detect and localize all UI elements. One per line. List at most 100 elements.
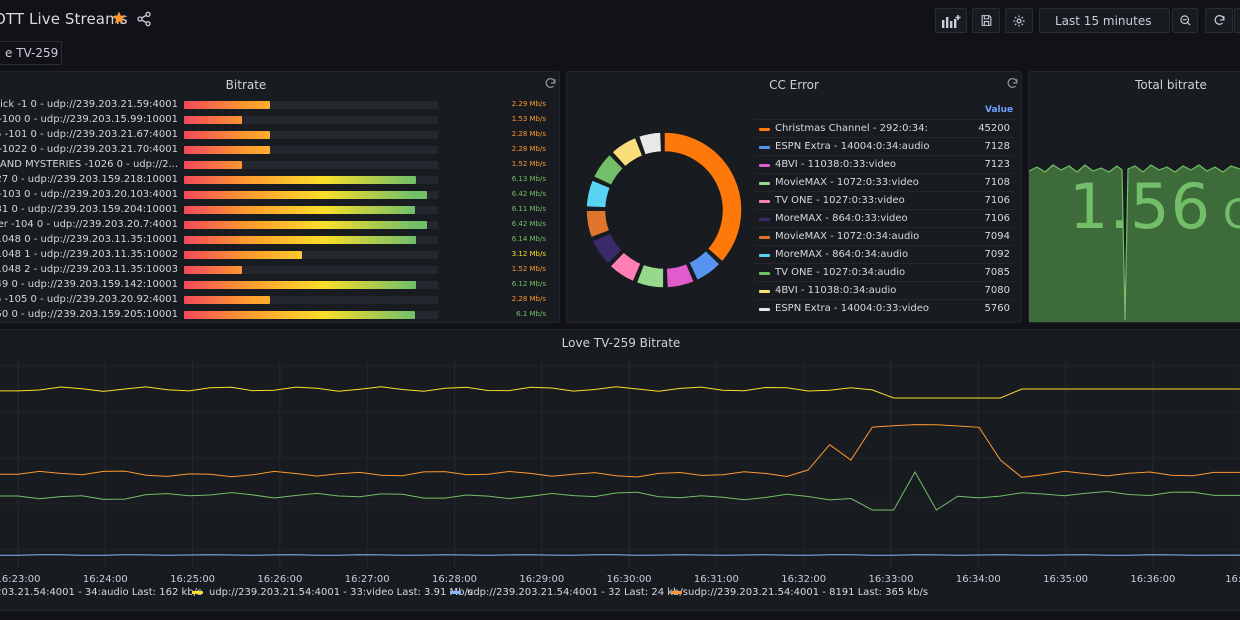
x-tick-label: 16:33:00 <box>868 574 914 585</box>
donut-slice[interactable] <box>591 231 624 266</box>
panel-title[interactable]: Total bitrate <box>1135 78 1207 92</box>
x-tick-label: 16:23:00 <box>0 574 41 585</box>
bitrate-row-label: A -1031 0 - udp://239.203.159.204:10001 <box>0 204 178 215</box>
bitrate-row: ET Her -104 0 - udp://239.203.20.7:4001 6… <box>0 218 560 233</box>
legend-name: ESPN Extra - 14004:0:33:video <box>775 303 930 314</box>
channel-variable-value: e TV-259 <box>5 46 59 60</box>
legend-swatch <box>759 308 770 311</box>
bitrate-row-value: 6.42 Mb/s <box>511 220 546 228</box>
legend-item[interactable]: Christmas Channel - 292:0:34: 45200 <box>754 119 1014 137</box>
time-range-picker[interactable]: Last 15 minutes <box>1039 8 1170 33</box>
bitrate-row: -105 -105 0 - udp://239.203.20.92:4001 2.… <box>0 293 560 308</box>
legend-name: MoreMAX - 864:0:33:video <box>775 213 908 224</box>
legend-item[interactable]: MovieMAX - 1072:0:33:video 7108 <box>754 173 1014 191</box>
donut-slice[interactable] <box>610 136 644 168</box>
bitrate-row-label: V -1049 0 - udp://239.203.159.142:10001 <box>0 279 178 290</box>
bitrate-row-value: 2.29 Mb/s <box>511 100 546 108</box>
donut-slice[interactable] <box>585 178 612 209</box>
bitrate-bar <box>184 146 271 154</box>
series-line[interactable] <box>0 386 1240 399</box>
top-bar: OTT Live Streams Last 15 minutes <box>0 0 1240 40</box>
x-tick-label: 16:32:00 <box>781 574 827 585</box>
legend-item[interactable]: udp://239.203.21.54:4001 - 33:video Last… <box>192 587 473 598</box>
legend-item[interactable]: MoreMAX - 864:0:33:video 7106 <box>754 209 1014 227</box>
bitrate-bar <box>184 206 416 214</box>
share-icon[interactable] <box>136 11 152 27</box>
x-tick-label: 16:31:00 <box>693 574 739 585</box>
panel-title[interactable]: CC Error <box>769 78 819 92</box>
refresh-interval-button[interactable] <box>1234 8 1240 33</box>
bitrate-row-value: 6.1 Mb/s <box>516 310 546 318</box>
donut-slice[interactable] <box>635 263 665 289</box>
legend-item[interactable]: ESPN Extra - 14004:0:34:audio 7128 <box>754 137 1014 155</box>
stat-unit: Gb <box>1223 192 1240 238</box>
legend-name: 4BVI - 11038:0:33:video <box>775 159 896 170</box>
bitrate-bar-track <box>184 191 438 199</box>
x-tick-label: 16:35:00 <box>1043 574 1089 585</box>
legend-item[interactable]: ESPN Extra - 14004:0:33:video 5760 <box>754 299 1014 317</box>
donut-slice[interactable] <box>585 209 611 239</box>
refresh-icon[interactable] <box>1006 77 1019 90</box>
bitrate-row-label: ET Her -104 0 - udp://239.203.20.7:4001 <box>0 219 178 230</box>
legend-item[interactable]: MoreMAX - 864:0:34:audio 7092 <box>754 245 1014 263</box>
bitrate-bar-track <box>184 221 438 229</box>
legend-item[interactable]: udp://239.203.21.54:4001 - 8191 Last: 36… <box>671 587 928 598</box>
donut-slice[interactable] <box>608 250 643 283</box>
bitrate-row-label: TV5 -101 0 - udp://239.203.21.67:4001 <box>0 129 178 140</box>
bitrate-bar-track <box>184 296 438 304</box>
donut-slice[interactable] <box>665 262 696 289</box>
donut-slice[interactable] <box>663 131 743 263</box>
legend-item[interactable]: TV ONE - 1027:0:33:video 7106 <box>754 191 1014 209</box>
zoom-out-button[interactable] <box>1172 8 1198 33</box>
legend-text: udp://239.203.21.54:4001 - 8191 Last: 36… <box>688 587 929 598</box>
channel-variable-select[interactable]: e TV-259 <box>0 41 62 65</box>
legend-item[interactable]: TV ONE - 1027:0:34:audio 7085 <box>754 263 1014 281</box>
bitrate-row-value: 6.13 Mb/s <box>511 175 546 183</box>
legend-value-header[interactable]: Value <box>985 105 1014 115</box>
total-bitrate-sparkline <box>1029 164 1240 322</box>
legend-swatch <box>759 218 770 221</box>
legend-item[interactable]: .203.21.54:4001 - 34:audio Last: 162 kb/… <box>0 587 202 598</box>
add-panel-button[interactable] <box>935 8 967 33</box>
bitrate-bar-track <box>184 101 438 109</box>
legend-item[interactable]: 4BVI - 11038:0:34:audio 7080 <box>754 281 1014 299</box>
legend-swatch <box>759 236 770 239</box>
bitrate-row-label: ITV -1048 0 - udp://239.203.11.35:10001 <box>0 234 178 245</box>
settings-button[interactable] <box>1005 8 1033 33</box>
legend-name: MovieMAX - 1072:0:33:video <box>775 177 919 188</box>
bitrate-row-value: 1.52 Mb/s <box>511 265 546 273</box>
legend-value: 7108 <box>984 177 1010 188</box>
bitrate-row: A -1031 0 - udp://239.203.159.204:10001 6… <box>0 203 560 218</box>
bitrate-row-value: 1.52 Mb/s <box>511 160 546 168</box>
bitrate-row-label: een Nick -1 0 - udp://239.203.21.59:4001 <box>0 99 178 110</box>
panel-title[interactable]: Bitrate <box>225 78 267 92</box>
series-line[interactable] <box>0 470 1240 511</box>
donut-slice[interactable] <box>687 249 722 282</box>
series-line[interactable] <box>0 554 1240 556</box>
bitrate-bar <box>184 131 271 139</box>
bitrate-bar-track <box>184 131 438 139</box>
bitrate-row-value: 2.28 Mb/s <box>511 130 546 138</box>
star-icon[interactable] <box>111 10 127 26</box>
stat-number: 1.56 <box>1069 170 1212 243</box>
bitrate-row-label: sion -100 0 - udp://239.203.15.99:10001 <box>0 114 178 125</box>
bitrate-row: ITV -1048 0 - udp://239.203.11.35:10001 6… <box>0 233 560 248</box>
dashboard-title[interactable]: OTT Live Streams <box>0 10 128 28</box>
refresh-icon[interactable] <box>544 77 557 90</box>
series-line[interactable] <box>0 424 1240 478</box>
refresh-button[interactable] <box>1205 8 1233 33</box>
legend-swatch <box>759 200 770 203</box>
legend-item[interactable]: 4BVI - 11038:0:33:video 7123 <box>754 155 1014 173</box>
donut-slice[interactable] <box>637 131 663 157</box>
bitrate-row: V -1049 0 - udp://239.203.159.142:10001 6… <box>0 278 560 293</box>
legend-text: udp://239.203.21.54:4001 - 33:video Last… <box>209 587 474 598</box>
legend-item[interactable]: MovieMAX - 1072:0:34:audio 7094 <box>754 227 1014 245</box>
x-tick-label: 16:24:00 <box>82 574 128 585</box>
bitrate-bar-track <box>184 116 438 124</box>
save-button[interactable] <box>972 8 1000 33</box>
donut-slice[interactable] <box>592 153 625 187</box>
panel-title[interactable]: Love TV-259 Bitrate <box>561 336 681 350</box>
legend-value: 7106 <box>984 213 1010 224</box>
legend-item[interactable]: udp://239.203.21.54:4001 - 32 Last: 24 k… <box>450 587 688 598</box>
